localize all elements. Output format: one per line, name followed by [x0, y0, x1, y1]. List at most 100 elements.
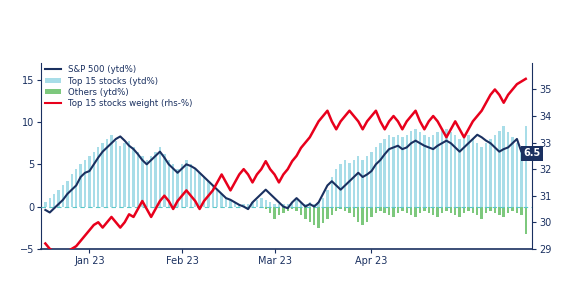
Bar [348, 206, 350, 213]
Bar [467, 135, 470, 206]
Bar [273, 204, 276, 206]
Bar [287, 204, 289, 206]
Bar [436, 132, 439, 206]
Bar [374, 206, 377, 213]
Bar [80, 164, 82, 206]
Bar [379, 143, 381, 206]
Bar [335, 206, 338, 211]
Bar [454, 206, 456, 215]
Bar [454, 135, 456, 206]
Bar [106, 139, 108, 206]
Bar [221, 194, 223, 206]
Bar [62, 185, 64, 206]
Bar [384, 139, 386, 206]
Bar [132, 147, 135, 206]
Bar [525, 206, 527, 234]
Bar [432, 135, 435, 206]
Bar [520, 206, 522, 215]
Bar [123, 143, 126, 206]
Bar [370, 206, 373, 217]
Bar [507, 206, 510, 213]
Bar [362, 160, 364, 206]
Bar [229, 200, 232, 206]
Bar [480, 147, 483, 206]
Bar [436, 206, 439, 217]
Bar [71, 174, 73, 206]
Bar [282, 204, 284, 206]
Bar [344, 160, 346, 206]
Bar [88, 156, 91, 206]
Bar [154, 152, 157, 206]
Bar [238, 204, 240, 206]
Bar [273, 206, 276, 219]
Bar [357, 206, 359, 222]
Bar [181, 164, 183, 206]
Bar [494, 206, 496, 213]
Bar [362, 206, 364, 225]
Bar [97, 147, 99, 206]
Bar [322, 206, 324, 223]
Bar [110, 135, 113, 206]
Bar [374, 147, 377, 206]
Bar [419, 132, 421, 206]
Bar [428, 206, 430, 213]
Bar [511, 206, 514, 211]
Bar [397, 135, 399, 206]
Bar [414, 129, 417, 206]
Bar [388, 135, 390, 206]
Bar [295, 206, 298, 211]
Bar [101, 143, 104, 206]
Bar [414, 206, 417, 217]
Bar [472, 139, 474, 206]
Bar [520, 149, 522, 206]
Bar [260, 198, 263, 206]
Bar [472, 206, 474, 213]
Bar [84, 160, 86, 206]
Bar [295, 200, 298, 206]
Bar [485, 206, 487, 213]
Bar [405, 206, 408, 213]
Bar [405, 135, 408, 206]
Bar [313, 204, 315, 206]
Bar [516, 143, 518, 206]
Bar [252, 202, 254, 206]
Bar [339, 206, 342, 209]
Bar [353, 206, 355, 217]
Bar [313, 206, 315, 225]
Bar [163, 154, 166, 206]
Bar [467, 206, 470, 211]
Bar [489, 139, 492, 206]
Bar [401, 137, 404, 206]
Bar [119, 146, 122, 206]
Bar [498, 206, 501, 215]
Bar [128, 141, 130, 206]
Bar [212, 185, 214, 206]
Bar [353, 160, 355, 206]
Bar [322, 198, 324, 206]
Bar [326, 206, 329, 219]
Bar [300, 206, 302, 215]
Bar [476, 143, 479, 206]
Bar [357, 156, 359, 206]
Bar [525, 126, 527, 206]
Bar [304, 206, 307, 219]
Bar [66, 181, 68, 206]
Bar [459, 139, 461, 206]
Bar [300, 202, 302, 206]
Bar [282, 206, 284, 213]
Bar [366, 156, 369, 206]
Bar [57, 190, 60, 206]
Bar [172, 164, 174, 206]
Bar [441, 130, 443, 206]
Bar [498, 130, 501, 206]
Bar [348, 163, 350, 206]
Bar [450, 132, 452, 206]
Bar [308, 202, 311, 206]
Bar [485, 143, 487, 206]
Bar [269, 202, 271, 206]
Bar [423, 135, 425, 206]
Bar [410, 130, 412, 206]
Bar [150, 156, 152, 206]
Bar [476, 206, 479, 215]
Bar [459, 206, 461, 217]
